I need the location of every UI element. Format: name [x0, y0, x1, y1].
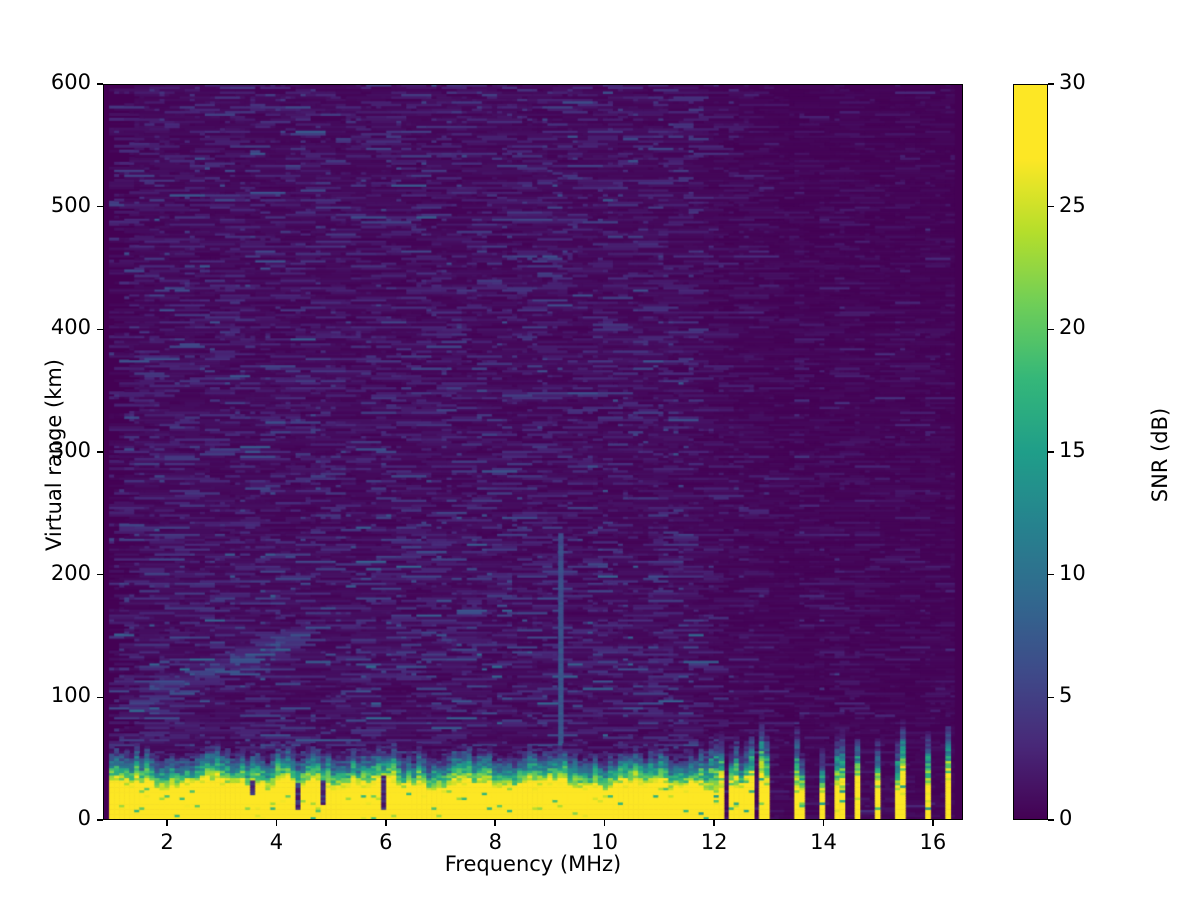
colorbar-tick-mark [1048, 451, 1054, 453]
x-tick-mark [494, 820, 497, 826]
colorbar-tick-mark [1048, 573, 1054, 576]
x-tick-mark [275, 820, 278, 826]
x-tick-mark [932, 820, 934, 826]
colorbar-tick-label: 0 [1059, 806, 1073, 830]
x-axis-label: Frequency (MHz) [444, 852, 622, 876]
x-tick-mark [603, 820, 606, 826]
y-tick-label: 0 [77, 806, 91, 830]
colorbar-tick-mark [1048, 696, 1054, 699]
x-tick-label: 2 [160, 830, 174, 854]
colorbar-tick-label: 15 [1059, 438, 1086, 462]
colorbar-tick-label: 10 [1059, 560, 1086, 585]
colorbar-tick-label: 5 [1059, 683, 1073, 708]
y-tick-label: 100 [50, 683, 91, 708]
colorbar-gradient [1014, 85, 1047, 819]
colorbar-tick-mark [1048, 819, 1054, 821]
ionogram-heatmap-canvas [104, 85, 962, 819]
ionogram-plot-area [103, 84, 963, 820]
colorbar-tick-label: 20 [1059, 315, 1086, 340]
x-tick-mark [385, 820, 387, 826]
x-tick-label: 14 [810, 830, 837, 854]
x-tick-label: 4 [269, 830, 284, 854]
x-tick-label: 12 [700, 830, 728, 854]
colorbar-label: SNR (dB) [1148, 407, 1172, 503]
x-tick-mark [822, 820, 825, 826]
x-tick-label: 8 [488, 830, 502, 854]
x-tick-label: 10 [591, 830, 619, 854]
x-tick-mark [166, 820, 168, 826]
x-tick-label: 6 [379, 830, 393, 854]
x-tick-label: 16 [919, 830, 947, 854]
x-tick-mark [713, 820, 715, 826]
colorbar-tick-mark [1048, 328, 1054, 331]
y-axis-label: Virtual range (km) [42, 358, 66, 552]
colorbar [1013, 84, 1048, 820]
